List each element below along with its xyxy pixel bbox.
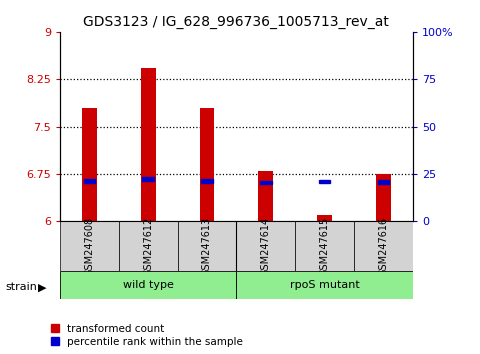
Bar [376, 174, 391, 221]
Text: strain: strain [6, 282, 37, 292]
Bar [141, 68, 156, 221]
Text: GSM247616: GSM247616 [378, 216, 388, 276]
Bar [236, 271, 413, 299]
Legend: transformed count, percentile rank within the sample: transformed count, percentile rank withi… [51, 324, 243, 347]
Bar [201, 179, 213, 183]
Bar [142, 177, 154, 181]
Bar [295, 221, 354, 271]
Bar [377, 181, 389, 184]
Text: GSM247608: GSM247608 [84, 216, 95, 276]
Bar [236, 221, 295, 271]
Text: ▶: ▶ [38, 282, 47, 292]
Bar [119, 221, 178, 271]
Bar [317, 215, 332, 221]
Text: GSM247614: GSM247614 [261, 216, 271, 276]
Bar [319, 180, 330, 183]
Text: rpoS mutant: rpoS mutant [290, 280, 360, 290]
Bar [178, 221, 236, 271]
Bar [354, 221, 413, 271]
Bar [258, 171, 273, 221]
Text: wild type: wild type [123, 280, 174, 290]
Text: GSM247615: GSM247615 [320, 216, 330, 276]
Bar [82, 108, 97, 221]
Bar [84, 179, 96, 183]
Text: GSM247613: GSM247613 [202, 216, 212, 276]
Bar [60, 271, 236, 299]
Bar [60, 221, 119, 271]
Text: GSM247612: GSM247612 [143, 216, 153, 276]
Title: GDS3123 / IG_628_996736_1005713_rev_at: GDS3123 / IG_628_996736_1005713_rev_at [84, 16, 389, 29]
Bar [200, 108, 215, 221]
Bar [260, 181, 272, 184]
